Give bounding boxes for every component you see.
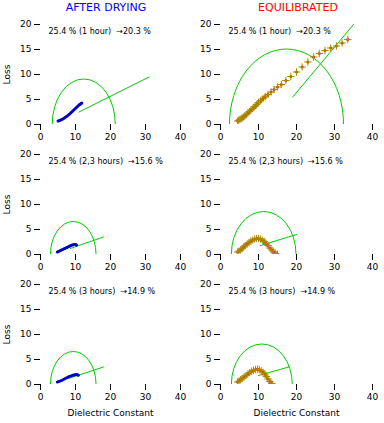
svg-text:0: 0 — [206, 379, 212, 389]
svg-text:40: 40 — [367, 262, 379, 272]
svg-text:10: 10 — [20, 199, 32, 209]
svg-text:20: 20 — [291, 262, 303, 272]
svg-text:20: 20 — [291, 132, 303, 142]
svg-text:10: 10 — [253, 392, 265, 402]
svg-text:10: 10 — [20, 69, 32, 79]
svg-text:25.4 % (3 hours) →14.9 %: 25.4 % (3 hours) →14.9 % — [49, 287, 156, 296]
svg-text:30: 30 — [329, 262, 341, 272]
html-text:EQUILIBRATED: EQUILIBRATED — [258, 1, 338, 14]
svg-text:20: 20 — [200, 279, 212, 289]
svg-text:0: 0 — [38, 132, 44, 142]
svg-text:0: 0 — [218, 392, 224, 402]
svg-text:40: 40 — [367, 132, 379, 142]
svg-text:10: 10 — [200, 199, 212, 209]
svg-text:20: 20 — [105, 392, 117, 402]
svg-text:40: 40 — [175, 132, 187, 142]
svg-text:25.4 % (3 hours) →14.9 %: 25.4 % (3 hours) →14.9 % — [229, 287, 336, 296]
svg-text:Dielectric Constant: Dielectric Constant — [68, 408, 154, 418]
svg-text:30: 30 — [140, 392, 152, 402]
svg-text:15: 15 — [200, 44, 211, 54]
svg-text:10: 10 — [253, 262, 265, 272]
svg-text:0: 0 — [26, 379, 32, 389]
svg-text:25.4 % (2,3 hours) →15.6 %: 25.4 % (2,3 hours) →15.6 % — [229, 157, 344, 166]
svg-text:20: 20 — [200, 149, 212, 159]
svg-text:15: 15 — [200, 304, 211, 314]
svg-text:Loss: Loss — [2, 194, 12, 214]
svg-text:30: 30 — [140, 262, 152, 272]
svg-text:25.4 % (2,3 hours) →15.6 %: 25.4 % (2,3 hours) →15.6 % — [49, 157, 164, 166]
svg-text:10: 10 — [20, 329, 32, 339]
svg-text:20: 20 — [20, 279, 32, 289]
svg-text:5: 5 — [206, 354, 212, 364]
svg-text:30: 30 — [329, 392, 341, 402]
svg-text:10: 10 — [253, 132, 265, 142]
svg-text:5: 5 — [26, 94, 32, 104]
svg-text:0: 0 — [38, 392, 44, 402]
svg-text:Loss: Loss — [2, 64, 12, 84]
svg-text:0: 0 — [206, 119, 212, 129]
svg-text:5: 5 — [206, 94, 212, 104]
svg-text:20: 20 — [20, 19, 32, 29]
svg-text:10: 10 — [70, 392, 82, 402]
html-text:AFTER DRYING: AFTER DRYING — [65, 1, 147, 14]
svg-text:Dielectric Constant: Dielectric Constant — [254, 408, 340, 418]
svg-text:0: 0 — [218, 132, 224, 142]
svg-text:5: 5 — [206, 224, 212, 234]
svg-text:20: 20 — [291, 392, 303, 402]
svg-text:20: 20 — [200, 19, 212, 29]
svg-text:5: 5 — [26, 354, 32, 364]
svg-text:20: 20 — [20, 149, 32, 159]
svg-text:40: 40 — [175, 262, 187, 272]
svg-text:10: 10 — [70, 132, 82, 142]
svg-text:0: 0 — [206, 249, 212, 259]
svg-text:10: 10 — [70, 262, 82, 272]
svg-text:Loss: Loss — [2, 324, 12, 344]
svg-text:0: 0 — [26, 249, 32, 259]
svg-text:40: 40 — [367, 392, 379, 402]
svg-text:15: 15 — [20, 304, 31, 314]
svg-text:0: 0 — [26, 119, 32, 129]
svg-text:10: 10 — [200, 69, 212, 79]
svg-text:15: 15 — [20, 44, 31, 54]
svg-text:25.4 % (1 hour) →20.3 %: 25.4 % (1 hour) →20.3 % — [49, 27, 152, 36]
svg-text:20: 20 — [105, 132, 117, 142]
svg-text:5: 5 — [26, 224, 32, 234]
svg-text:15: 15 — [200, 174, 211, 184]
svg-text:0: 0 — [38, 262, 44, 272]
svg-text:25.4 % (1 hour) →20.3 %: 25.4 % (1 hour) →20.3 % — [229, 27, 332, 36]
svg-text:20: 20 — [105, 262, 117, 272]
svg-text:40: 40 — [175, 392, 187, 402]
svg-text:15: 15 — [20, 174, 31, 184]
svg-text:0: 0 — [218, 262, 224, 272]
svg-text:10: 10 — [200, 329, 212, 339]
svg-text:30: 30 — [329, 132, 341, 142]
svg-text:30: 30 — [140, 132, 152, 142]
